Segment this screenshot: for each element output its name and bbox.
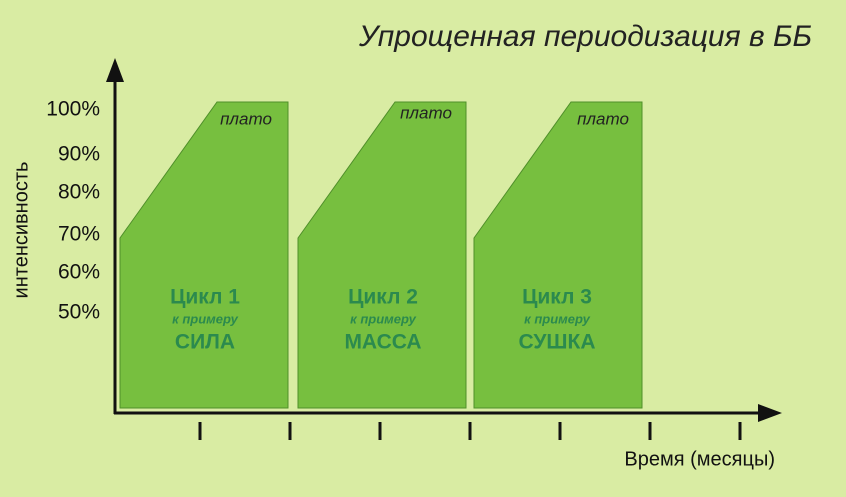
cycle-name: Цикл 2 (348, 286, 418, 309)
y-tick-label: 90% (58, 143, 100, 166)
axes (113, 75, 765, 440)
cycle-goal: СИЛА (175, 331, 235, 354)
cycle-shapes (119, 101, 643, 409)
cycle-note: к примеру (524, 311, 590, 326)
plateau-label: плато (577, 109, 629, 128)
y-tick-label: 80% (58, 181, 100, 204)
cycle-note: к примеру (350, 311, 416, 326)
y-arrow (106, 58, 124, 82)
cycle-goal: СУШКА (518, 331, 595, 354)
cycle-name: Цикл 1 (170, 286, 240, 309)
y-tick-label: 70% (58, 223, 100, 246)
cycle-name: Цикл 3 (522, 286, 592, 309)
title: Упрощенная периодизация в ББ (358, 20, 812, 53)
y-axis-label: интенсивность (10, 162, 32, 299)
cycle-shape (473, 101, 643, 409)
y-tick-label: 100% (46, 98, 100, 121)
cycle-goal: МАССА (344, 331, 421, 354)
plateau-label: плато (220, 109, 272, 128)
plateau-label: плато (400, 103, 452, 122)
x-arrow (758, 404, 782, 422)
cycle-labels: плато Цикл 1 к примеру СИЛА плато Цикл 2 к при… (170, 103, 629, 353)
y-tick-label: 50% (58, 301, 100, 324)
cycle-shape (297, 101, 467, 409)
cycle-note: к примеру (172, 311, 238, 326)
cycle-shape (119, 101, 289, 409)
x-axis-label: Время (месяцы) (624, 448, 775, 470)
y-tick-label: 60% (58, 261, 100, 284)
